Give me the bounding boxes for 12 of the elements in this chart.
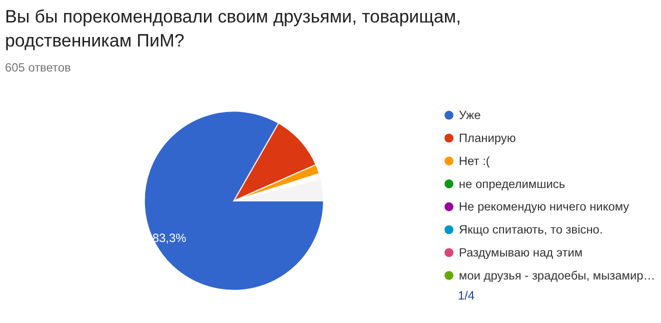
legend-label: Якщо спитають, то звісно. bbox=[458, 222, 603, 237]
legend-label: мои друзья - зрадоебы, мызамир… bbox=[458, 268, 656, 282]
legend-label: Уже bbox=[458, 108, 482, 122]
data-label: 83,3% bbox=[152, 231, 187, 246]
legend-label: Раздумываю над этим bbox=[458, 246, 583, 260]
text: 605 ответов bbox=[4, 60, 71, 74]
legend-label: Планирую bbox=[458, 131, 516, 146]
legend-label: Нет :( bbox=[458, 154, 490, 168]
text: 1/4 bbox=[458, 288, 475, 302]
chart-title: Вы бы порекомендовали своим друзьями, товарищам, родственникам ПиМ? bbox=[4, 6, 462, 50]
legend-label: Не рекомендую ничего никому bbox=[458, 200, 630, 214]
legend-label: не определимшись bbox=[458, 176, 566, 191]
